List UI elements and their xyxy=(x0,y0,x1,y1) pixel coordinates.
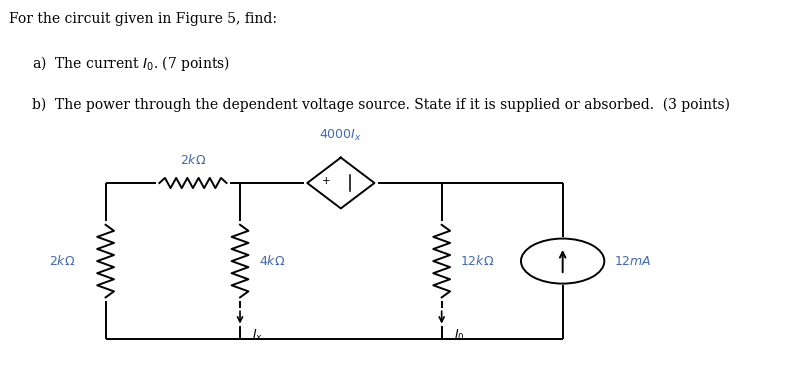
Text: b)  The power through the dependent voltage source. State if it is supplied or a: b) The power through the dependent volta… xyxy=(32,98,730,112)
Text: $I_x$: $I_x$ xyxy=(252,328,263,343)
Text: $4k\Omega$: $4k\Omega$ xyxy=(259,254,285,268)
Text: $I_0$: $I_0$ xyxy=(454,328,465,343)
Text: $2k\Omega$: $2k\Omega$ xyxy=(49,254,75,268)
Text: $12k\Omega$: $12k\Omega$ xyxy=(461,254,495,268)
Text: $4000I_x$: $4000I_x$ xyxy=(320,128,362,143)
Text: $12mA$: $12mA$ xyxy=(615,255,652,268)
Text: +: + xyxy=(323,176,331,186)
Text: $2k\Omega$: $2k\Omega$ xyxy=(180,153,206,167)
Text: a)  The current $I_0$. (7 points): a) The current $I_0$. (7 points) xyxy=(32,54,230,73)
Text: For the circuit given in Figure 5, find:: For the circuit given in Figure 5, find: xyxy=(9,12,278,26)
